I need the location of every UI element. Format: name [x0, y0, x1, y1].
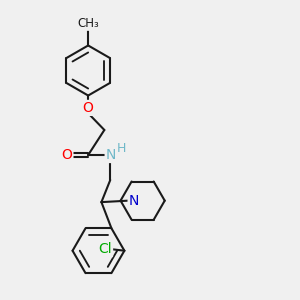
Text: O: O: [83, 101, 94, 115]
Text: N: N: [129, 194, 139, 208]
Text: H: H: [117, 142, 126, 155]
Text: N: N: [106, 148, 116, 162]
Text: O: O: [61, 148, 72, 162]
Text: CH₃: CH₃: [77, 17, 99, 30]
Text: Cl: Cl: [98, 242, 112, 256]
